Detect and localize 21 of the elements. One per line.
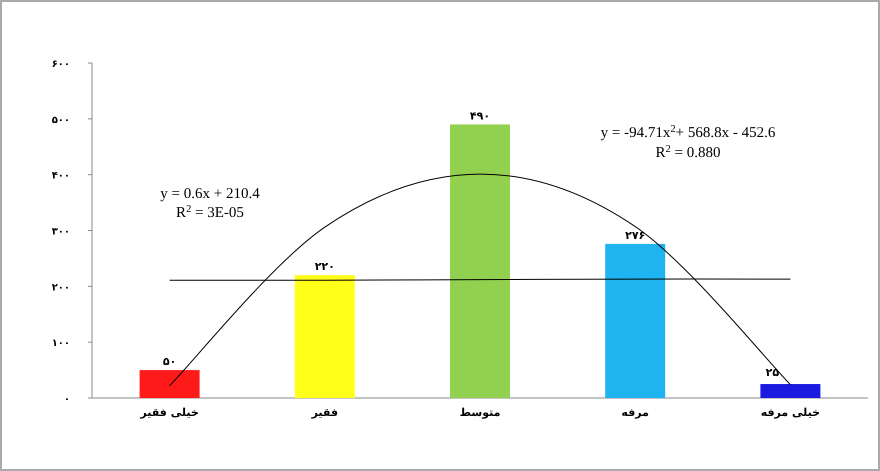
y-tick-label: ۳۰۰: [52, 226, 70, 238]
y-tick-label: ۵۰۰: [52, 114, 70, 126]
data-label: ۲۲۰: [314, 260, 335, 274]
annotation: y = -94.71x$^{2}$+ 568.8x - 452.6: [600, 124, 776, 141]
x-tick-label: مرفه: [621, 406, 649, 419]
y-tick-label: ۲۰۰: [52, 282, 70, 294]
y-tick-label: ۰: [64, 394, 70, 405]
annotation: R$^{2}$ = 3E-05: [176, 204, 244, 221]
x-tick-label: متوسط: [460, 406, 500, 419]
data-label: ۴۹۰: [470, 109, 490, 122]
y-tick-label: ۱۰۰: [52, 338, 70, 350]
x-tick-label: فقیر: [310, 406, 338, 419]
y-tick-label: ۴۰۰: [52, 170, 70, 182]
data-label: ۲۵: [766, 366, 780, 380]
data-label: ۲۷۶: [625, 228, 646, 242]
data-label: ۵۰: [162, 355, 176, 368]
annotation: y = 0.6x + 210.4: [160, 186, 260, 202]
x-tick-label: خیلی فقیر: [139, 406, 199, 419]
x-tick-label: خیلی مرفه: [760, 406, 820, 419]
y-tick-label: ۶۰۰: [52, 59, 70, 70]
annotation: R$^{2}$ = 0.880: [656, 144, 720, 161]
